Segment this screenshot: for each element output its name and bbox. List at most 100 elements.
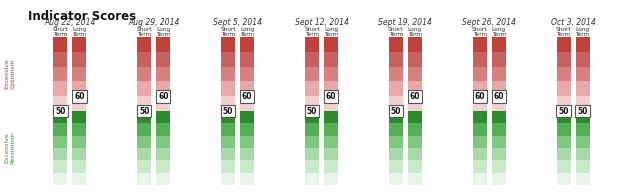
Text: Aug 29, 2014: Aug 29, 2014 [128, 18, 179, 27]
Bar [389, 136, 403, 148]
Bar [137, 96, 151, 111]
Bar [137, 160, 151, 173]
Bar [137, 173, 151, 185]
Bar [492, 81, 506, 96]
Bar [472, 148, 487, 160]
Bar [73, 81, 86, 96]
Bar [575, 136, 590, 148]
Bar [53, 81, 68, 96]
Bar [575, 148, 590, 160]
Bar [408, 123, 422, 136]
Bar [305, 148, 319, 160]
Bar [240, 81, 254, 96]
Bar [492, 123, 506, 136]
Bar [240, 148, 254, 160]
Bar [408, 173, 422, 185]
Bar [305, 136, 319, 148]
Bar [408, 136, 422, 148]
Bar [408, 160, 422, 173]
Bar [53, 52, 68, 67]
Bar [156, 173, 171, 185]
Bar [324, 148, 338, 160]
Text: Short
Term: Short Term [304, 27, 320, 37]
Bar [389, 81, 403, 96]
Bar [557, 123, 570, 136]
Bar [137, 81, 151, 96]
Bar [240, 173, 254, 185]
Bar [575, 67, 590, 81]
Bar [240, 52, 254, 67]
Bar [221, 96, 235, 111]
Text: 60: 60 [326, 92, 336, 101]
Bar [575, 111, 590, 123]
Bar [221, 81, 235, 96]
Text: 50: 50 [577, 106, 588, 115]
Text: 50: 50 [307, 106, 317, 115]
Bar [305, 37, 319, 52]
Bar [472, 160, 487, 173]
Bar [472, 67, 487, 81]
Bar [240, 37, 254, 52]
Text: 60: 60 [158, 92, 169, 101]
Bar [156, 148, 171, 160]
Bar [324, 52, 338, 67]
Bar [137, 37, 151, 52]
Text: Long
Term: Long Term [324, 27, 338, 37]
Bar [492, 111, 506, 123]
Bar [389, 67, 403, 81]
Bar [557, 111, 570, 123]
Bar [557, 148, 570, 160]
Bar [221, 136, 235, 148]
Bar [408, 37, 422, 52]
Text: Aug 22, 2014: Aug 22, 2014 [44, 18, 95, 27]
Bar [324, 173, 338, 185]
Bar [73, 148, 86, 160]
Bar [137, 136, 151, 148]
Bar [73, 173, 86, 185]
Text: Oct 3, 2014: Oct 3, 2014 [551, 18, 595, 27]
Text: Sept 19, 2014: Sept 19, 2014 [378, 18, 432, 27]
Bar [53, 160, 68, 173]
Bar [156, 111, 171, 123]
Bar [575, 37, 590, 52]
Bar [472, 52, 487, 67]
Text: 60: 60 [242, 92, 252, 101]
Bar [492, 160, 506, 173]
Bar [492, 67, 506, 81]
Bar [408, 81, 422, 96]
Bar [408, 52, 422, 67]
Bar [73, 136, 86, 148]
Bar [73, 160, 86, 173]
Text: 50: 50 [559, 106, 569, 115]
Bar [492, 173, 506, 185]
Bar [389, 148, 403, 160]
Text: 60: 60 [410, 92, 420, 101]
Bar [305, 52, 319, 67]
Bar [53, 136, 68, 148]
Bar [472, 81, 487, 96]
Bar [557, 96, 570, 111]
Bar [221, 123, 235, 136]
Bar [389, 160, 403, 173]
Text: 50: 50 [223, 106, 233, 115]
Text: Sept 26, 2014: Sept 26, 2014 [463, 18, 516, 27]
Bar [324, 111, 338, 123]
Bar [472, 136, 487, 148]
Text: 50: 50 [391, 106, 401, 115]
Bar [324, 123, 338, 136]
Bar [557, 52, 570, 67]
Text: 60: 60 [474, 92, 485, 101]
Bar [305, 67, 319, 81]
Bar [73, 37, 86, 52]
Bar [389, 173, 403, 185]
Bar [73, 96, 86, 111]
Text: 60: 60 [74, 92, 85, 101]
Bar [472, 123, 487, 136]
Bar [156, 37, 171, 52]
Bar [492, 52, 506, 67]
Bar [240, 160, 254, 173]
Bar [53, 111, 68, 123]
Text: Sept 5, 2014: Sept 5, 2014 [213, 18, 262, 27]
Bar [53, 123, 68, 136]
Text: Long
Term: Long Term [156, 27, 171, 37]
